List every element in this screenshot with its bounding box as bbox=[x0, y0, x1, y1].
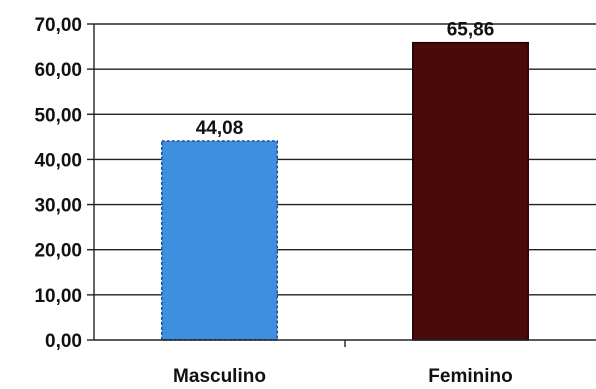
y-tick-label: 40,00 bbox=[34, 150, 82, 171]
data-label: 65,86 bbox=[447, 20, 495, 41]
y-tick-label: 50,00 bbox=[34, 105, 82, 126]
y-tick-label: 30,00 bbox=[34, 196, 82, 217]
axes bbox=[87, 23, 596, 347]
y-tick-label: 10,00 bbox=[34, 286, 82, 307]
y-tick-label: 20,00 bbox=[34, 241, 82, 262]
bar-masculino bbox=[161, 140, 278, 341]
y-tick-label: 70,00 bbox=[34, 15, 82, 36]
y-tick-label: 0,00 bbox=[45, 331, 82, 352]
data-labels: 44,08 65,86 bbox=[196, 20, 495, 139]
data-label: 44,08 bbox=[196, 118, 244, 139]
x-tick-label: Feminino bbox=[428, 366, 512, 387]
x-tick-label: Masculino bbox=[173, 366, 266, 387]
bar-feminino bbox=[412, 41, 529, 341]
y-tick-labels: 0,00 10,00 20,00 30,00 40,00 50,00 60,00 70,00 bbox=[34, 15, 82, 352]
bars bbox=[161, 41, 529, 341]
x-tick-labels: Masculino Feminino bbox=[173, 366, 513, 387]
y-tick-label: 60,00 bbox=[34, 60, 82, 81]
